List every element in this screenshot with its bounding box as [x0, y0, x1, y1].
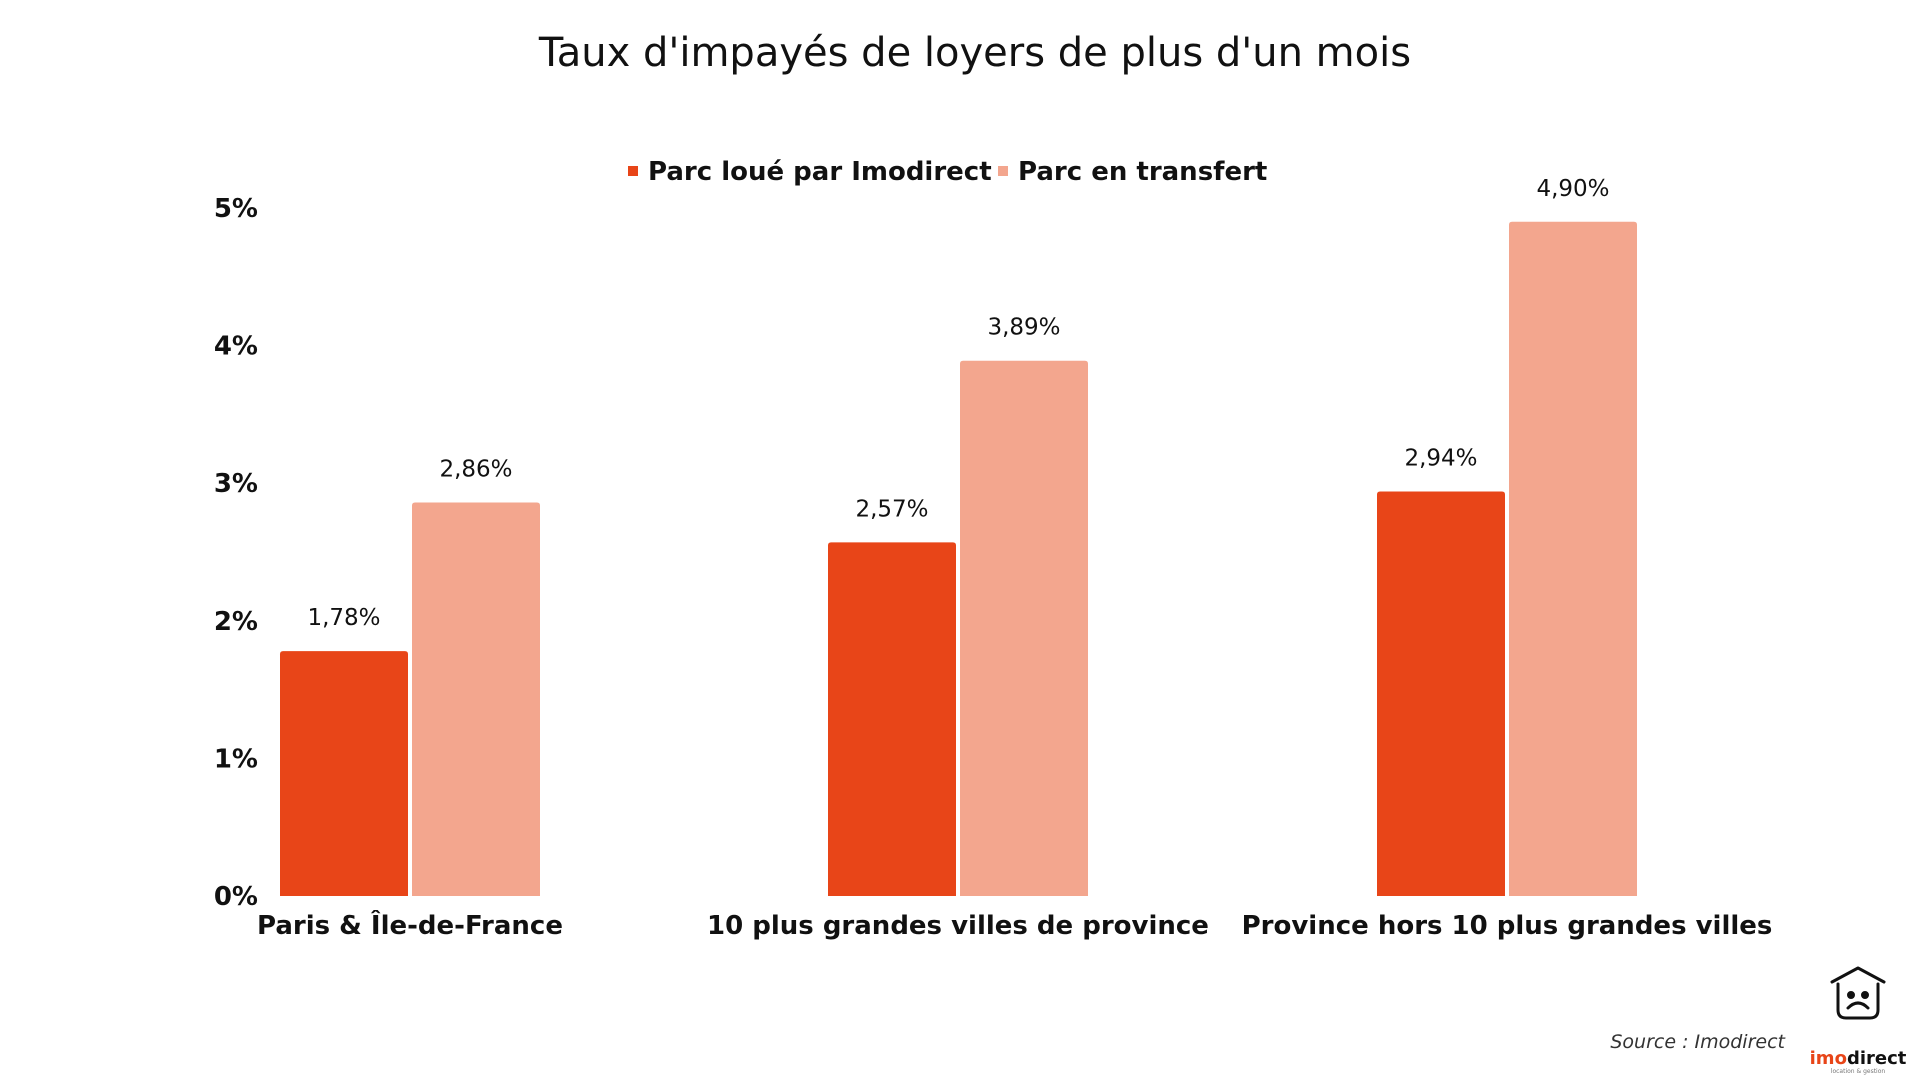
x-tick-label: Province hors 10 plus grandes villes — [1242, 911, 1773, 941]
x-tick-label: 10 plus grandes villes de province — [707, 911, 1209, 941]
y-tick-label: 3% — [214, 469, 258, 499]
legend: Parc loué par Imodirect Parc en transfert — [628, 157, 1267, 187]
data-label: 3,89% — [987, 315, 1060, 341]
bar-parc-loue-1 — [828, 542, 956, 896]
data-label: 2,94% — [1404, 445, 1477, 471]
data-label: 2,57% — [855, 496, 928, 522]
imodirect-logo-icon — [1830, 966, 1886, 1020]
bar-parc-transfert-2 — [1509, 221, 1637, 896]
source-note: Source : Imodirect — [1610, 1031, 1786, 1053]
legend-swatch — [998, 166, 1008, 176]
y-axis: 0% 1% 2% 3% 4% 5% — [214, 194, 258, 912]
data-label: 1,78% — [307, 605, 380, 631]
legend-label: Parc loué par Imodirect — [648, 157, 992, 187]
y-tick-label: 5% — [214, 194, 258, 224]
bar-parc-transfert-0 — [412, 502, 540, 896]
logo-tagline: location & gestion — [1831, 1068, 1886, 1075]
x-tick-label: Paris & Île-de-France — [257, 909, 563, 941]
x-axis: Paris & Île-de-France 10 plus grandes vil… — [257, 909, 1772, 941]
legend-swatch — [628, 166, 638, 176]
chart-title: Taux d'impayés de loyers de plus d'un mo… — [538, 30, 1411, 76]
legend-item: Parc loué par Imodirect — [628, 157, 992, 187]
logo-wordmark: imodirect — [1810, 1048, 1907, 1069]
legend-label: Parc en transfert — [1018, 157, 1267, 187]
bar-parc-transfert-1 — [960, 360, 1088, 897]
bar-parc-loue-0 — [280, 651, 408, 896]
data-label: 4,90% — [1536, 176, 1609, 202]
data-label: 2,86% — [439, 456, 512, 482]
bar-parc-loue-2 — [1377, 491, 1505, 896]
bars — [280, 221, 1637, 897]
y-tick-label: 1% — [214, 744, 258, 774]
y-tick-label: 2% — [214, 607, 258, 637]
imodirect-logo: imodirect location & gestion — [1810, 966, 1907, 1075]
legend-item: Parc en transfert — [998, 157, 1267, 187]
y-tick-label: 4% — [214, 332, 258, 362]
y-tick-label: 0% — [214, 882, 258, 912]
data-labels: 1,78% 2,86% 2,57% 3,89% 2,94% 4,90% — [307, 176, 1609, 631]
